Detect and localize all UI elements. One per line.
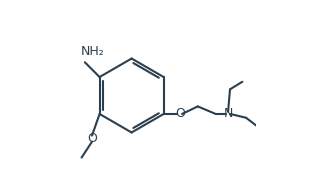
Text: N: N: [223, 108, 233, 121]
Text: NH₂: NH₂: [81, 45, 105, 57]
Text: O: O: [87, 132, 97, 145]
Text: O: O: [175, 108, 185, 121]
